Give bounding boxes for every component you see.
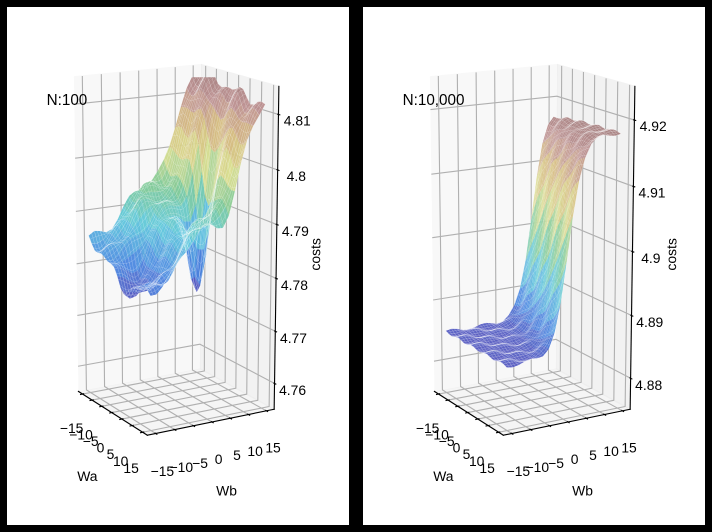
svg-text:15: 15 bbox=[479, 460, 495, 476]
svg-text:5: 5 bbox=[233, 447, 241, 463]
svg-text:4.92: 4.92 bbox=[640, 118, 667, 134]
svg-text:4.78: 4.78 bbox=[281, 277, 308, 293]
svg-text:4.76: 4.76 bbox=[279, 382, 306, 398]
svg-text:4.88: 4.88 bbox=[635, 377, 662, 393]
svg-text:−5: −5 bbox=[548, 455, 564, 471]
svg-text:10: 10 bbox=[603, 443, 619, 459]
svg-text:15: 15 bbox=[621, 439, 637, 455]
svg-text:15: 15 bbox=[123, 460, 139, 476]
svg-text:Wa: Wa bbox=[433, 468, 454, 484]
svg-text:Wa: Wa bbox=[77, 468, 98, 484]
svg-text:0: 0 bbox=[453, 440, 461, 456]
svg-text:Wb: Wb bbox=[572, 482, 593, 498]
svg-text:4.91: 4.91 bbox=[639, 185, 666, 201]
svg-text:4.89: 4.89 bbox=[636, 314, 663, 330]
svg-text:4.79: 4.79 bbox=[282, 223, 309, 239]
svg-text:N:100: N:100 bbox=[47, 92, 88, 109]
svg-text:costs: costs bbox=[307, 238, 323, 271]
svg-text:10: 10 bbox=[247, 443, 263, 459]
svg-text:4.9: 4.9 bbox=[641, 250, 661, 266]
svg-text:4.8: 4.8 bbox=[287, 168, 307, 184]
svg-text:−10: −10 bbox=[170, 459, 194, 475]
svg-text:costs: costs bbox=[663, 238, 679, 271]
svg-text:0: 0 bbox=[571, 451, 579, 467]
svg-text:4.77: 4.77 bbox=[280, 330, 307, 346]
svg-text:Wb: Wb bbox=[216, 482, 237, 498]
svg-text:0: 0 bbox=[215, 451, 223, 467]
svg-text:15: 15 bbox=[265, 439, 281, 455]
svg-text:4.81: 4.81 bbox=[284, 112, 311, 128]
svg-text:N:10,000: N:10,000 bbox=[403, 92, 465, 109]
svg-text:5: 5 bbox=[589, 447, 597, 463]
svg-text:0: 0 bbox=[97, 440, 105, 456]
svg-text:−10: −10 bbox=[526, 459, 550, 475]
svg-text:−5: −5 bbox=[192, 455, 208, 471]
